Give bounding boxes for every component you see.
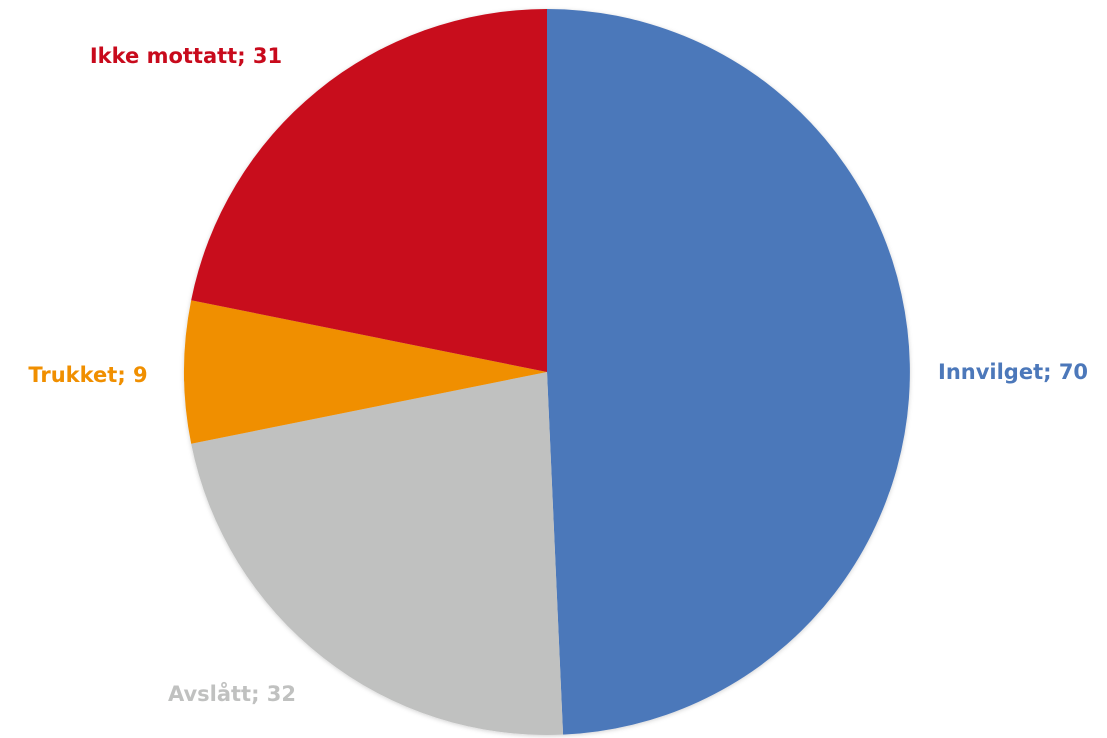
pie-slice-trukket bbox=[183, 300, 548, 444]
data-label-avslatt: Avslått; 32 bbox=[168, 681, 296, 706]
pie-slice-ikke-mottatt bbox=[191, 9, 548, 372]
pie-slices bbox=[183, 9, 910, 735]
data-label-trukket: Trukket; 9 bbox=[28, 363, 147, 387]
pie-slice-innvilget bbox=[547, 9, 910, 735]
pie-data-labels: Innvilget; 70 Avslått; 32 Trukket; 9 Ikk… bbox=[28, 44, 1088, 706]
pie-slice-avslatt bbox=[191, 372, 564, 735]
data-label-innvilget: Innvilget; 70 bbox=[938, 360, 1088, 384]
data-label-ikke-mottatt: Ikke mottatt; 31 bbox=[90, 44, 282, 68]
